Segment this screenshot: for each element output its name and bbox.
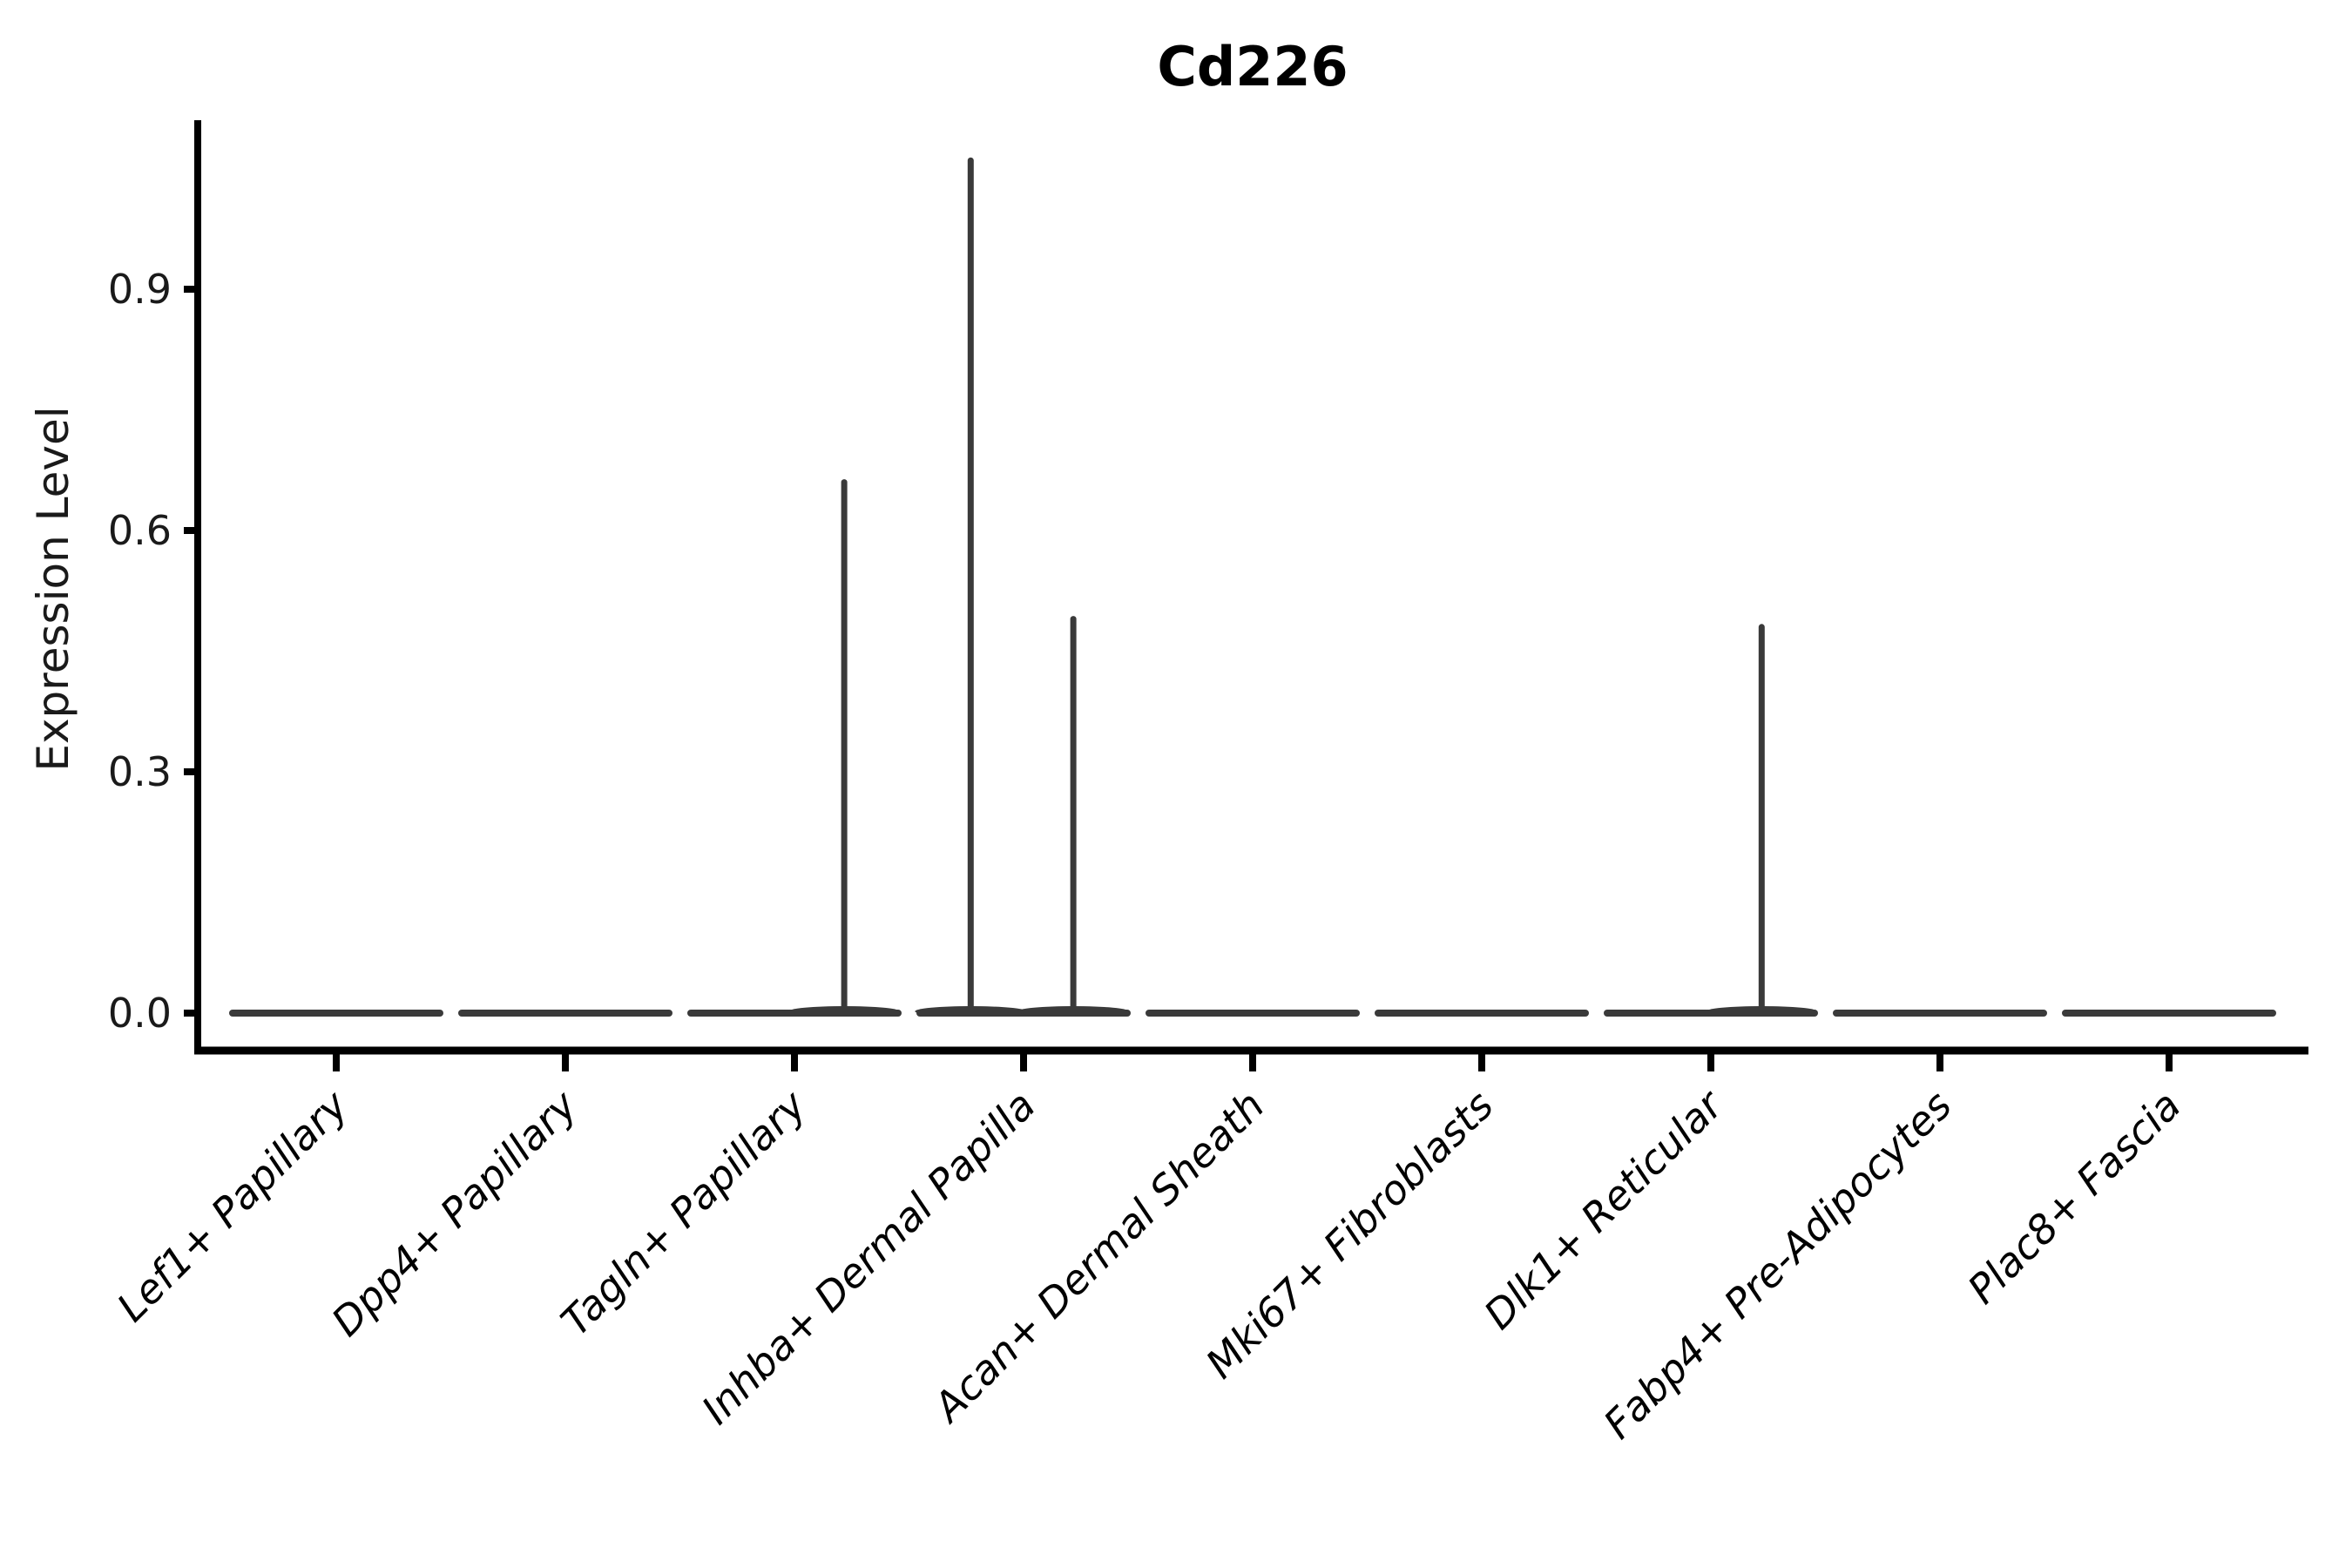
x-category-label: Plac8+ Fascia	[1958, 1082, 2189, 1313]
x-category-label: Lef1+ Papillary	[108, 1081, 357, 1330]
y-axis-label: Expression Level	[28, 406, 78, 771]
y-tick-label: 0.6	[108, 507, 172, 554]
y-tick-label: 0.3	[108, 748, 172, 795]
y-tick-label: 0.9	[108, 266, 172, 313]
x-category-label: Dpp4+ Papillary	[322, 1081, 586, 1345]
chart-title: Cd226	[1157, 35, 1348, 98]
y-tick-label: 0.0	[108, 990, 172, 1037]
x-category-label: Tagln+ Papillary	[551, 1081, 815, 1345]
x-category-label: Dlk1+ Reticular	[1475, 1079, 1734, 1338]
